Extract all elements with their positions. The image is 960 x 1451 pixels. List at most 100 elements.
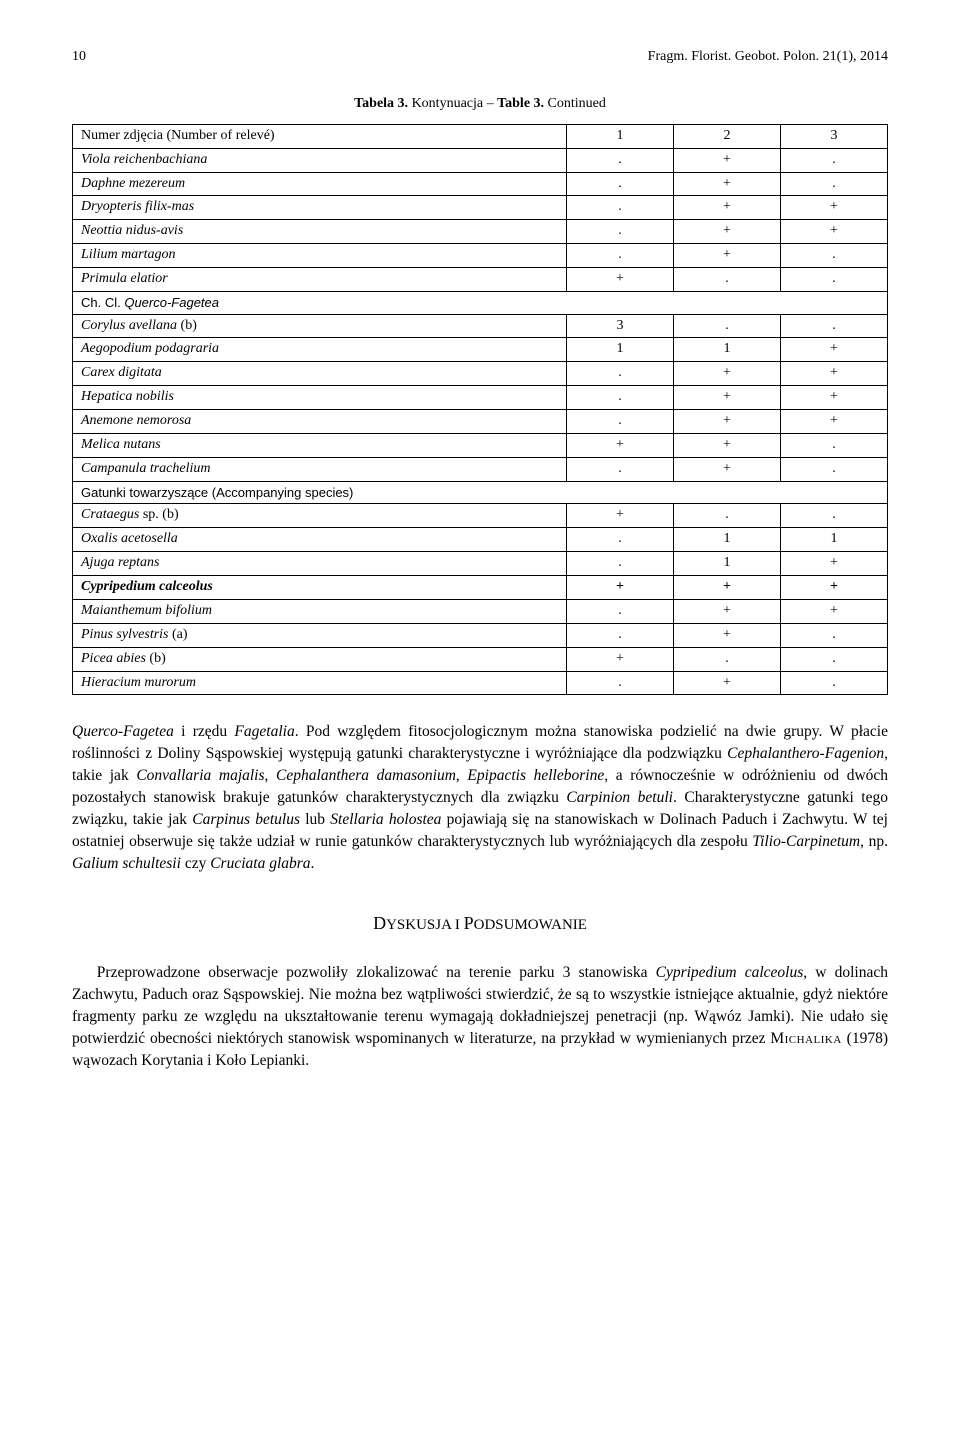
value-cell: .: [781, 434, 888, 458]
text-run: Carpinus betulus: [192, 811, 300, 828]
value-cell: +: [674, 434, 781, 458]
value-cell: +: [567, 268, 674, 292]
species-cell: Gatunki towarzyszące (Accompanying speci…: [73, 481, 888, 504]
value-cell: .: [781, 314, 888, 338]
table-row: Anemone nemorosa.++: [73, 410, 888, 434]
species-cell: Picea abies (b): [73, 647, 567, 671]
section-heading: DYSKUSJA I PODSUMOWANIE: [72, 911, 888, 935]
table-row: Corylus avellana (b)3..: [73, 314, 888, 338]
species-cell: Ajuga reptans: [73, 552, 567, 576]
caption-label-1: Tabela 3.: [354, 96, 408, 111]
table-row: Cypripedium calceolus+++: [73, 576, 888, 600]
value-cell: .: [567, 386, 674, 410]
value-cell: .: [781, 623, 888, 647]
text-run: Cephalanthero-Fagenion: [727, 745, 884, 762]
heading-w2-first: P: [464, 913, 474, 933]
text-run: Cypripedium calceolus: [656, 964, 804, 981]
text-run: Cruciata glabra: [210, 855, 310, 872]
value-cell: +: [674, 576, 781, 600]
body-text-2: Przeprowadzone obserwacje pozwoliły zlok…: [72, 962, 888, 1072]
value-cell: .: [781, 268, 888, 292]
table-row: Melica nutans++.: [73, 434, 888, 458]
caption-text-1: Kontynuacja –: [408, 96, 497, 111]
value-cell: +: [781, 576, 888, 600]
caption-label-2: Table 3.: [497, 96, 544, 111]
species-cell: Crataegus sp. (b): [73, 504, 567, 528]
value-cell: .: [567, 552, 674, 576]
text-run: Convallaria majalis: [136, 767, 264, 784]
value-cell: +: [674, 410, 781, 434]
header-col-1: 1: [567, 124, 674, 148]
text-run: czy: [181, 855, 210, 872]
text-run: ,: [265, 767, 277, 784]
value-cell: 1: [567, 338, 674, 362]
value-cell: +: [781, 362, 888, 386]
table-row: Lilium martagon.+.: [73, 244, 888, 268]
value-cell: +: [567, 504, 674, 528]
heading-joiner: I: [455, 917, 464, 933]
text-run: Cephalanthera damasonium: [276, 767, 456, 784]
species-cell: Daphne mezereum: [73, 172, 567, 196]
text-run: Fagetalia: [234, 723, 294, 740]
species-cell: Cypripedium calceolus: [73, 576, 567, 600]
species-cell: Corylus avellana (b): [73, 314, 567, 338]
table-row: Gatunki towarzyszące (Accompanying speci…: [73, 481, 888, 504]
table-row: Neottia nidus-avis.++: [73, 220, 888, 244]
page-number: 10: [72, 48, 86, 67]
species-cell: Neottia nidus-avis: [73, 220, 567, 244]
table-row: Dryopteris filix-mas.++: [73, 196, 888, 220]
value-cell: +: [567, 576, 674, 600]
species-cell: Primula elatior: [73, 268, 567, 292]
value-cell: 1: [674, 552, 781, 576]
value-cell: .: [781, 671, 888, 695]
table-row: Pinus sylvestris (a).+.: [73, 623, 888, 647]
species-cell: Aegopodium podagraria: [73, 338, 567, 362]
species-cell: Anemone nemorosa: [73, 410, 567, 434]
value-cell: +: [674, 172, 781, 196]
text-run: Michalika: [770, 1030, 841, 1047]
text-run: .: [311, 855, 315, 872]
value-cell: .: [567, 528, 674, 552]
text-run: Stellaria holostea: [330, 811, 441, 828]
value-cell: .: [567, 148, 674, 172]
table-row: Campanula trachelium.+.: [73, 457, 888, 481]
value-cell: +: [674, 671, 781, 695]
value-cell: .: [781, 172, 888, 196]
value-cell: +: [781, 220, 888, 244]
table-caption: Tabela 3. Kontynuacja – Table 3. Continu…: [72, 95, 888, 114]
text-run: , np.: [860, 833, 888, 850]
table-row: Maianthemum bifolium.++: [73, 599, 888, 623]
value-cell: .: [567, 220, 674, 244]
paragraph-1: Querco-Fagetea i rzędu Fagetalia. Pod wz…: [72, 721, 888, 875]
value-cell: .: [567, 362, 674, 386]
value-cell: +: [674, 220, 781, 244]
text-run: ,: [456, 767, 468, 784]
table-row: Hieracium murorum.+.: [73, 671, 888, 695]
table-row: Crataegus sp. (b)+..: [73, 504, 888, 528]
value-cell: .: [567, 599, 674, 623]
species-cell: Melica nutans: [73, 434, 567, 458]
heading-w1-rest: YSKUSJA: [386, 917, 451, 933]
value-cell: +: [674, 386, 781, 410]
value-cell: .: [567, 623, 674, 647]
table-row: Ajuga reptans.1+: [73, 552, 888, 576]
species-cell: Hepatica nobilis: [73, 386, 567, 410]
value-cell: +: [674, 457, 781, 481]
species-cell: Maianthemum bifolium: [73, 599, 567, 623]
text-run: i rzędu: [174, 723, 235, 740]
value-cell: .: [567, 244, 674, 268]
value-cell: +: [781, 410, 888, 434]
table-row: Viola reichenbachiana.+.: [73, 148, 888, 172]
value-cell: +: [781, 552, 888, 576]
page-header: 10 Fragm. Florist. Geobot. Polon. 21(1),…: [72, 48, 888, 67]
value-cell: +: [781, 196, 888, 220]
text-run: Galium schultesii: [72, 855, 181, 872]
value-cell: .: [567, 172, 674, 196]
value-cell: +: [781, 386, 888, 410]
header-label: Numer zdjęcia (Number of relevé): [73, 124, 567, 148]
caption-text-2: Continued: [544, 96, 606, 111]
table-row: Hepatica nobilis.++: [73, 386, 888, 410]
value-cell: +: [781, 599, 888, 623]
species-cell: Dryopteris filix-mas: [73, 196, 567, 220]
table-row: Oxalis acetosella.11: [73, 528, 888, 552]
